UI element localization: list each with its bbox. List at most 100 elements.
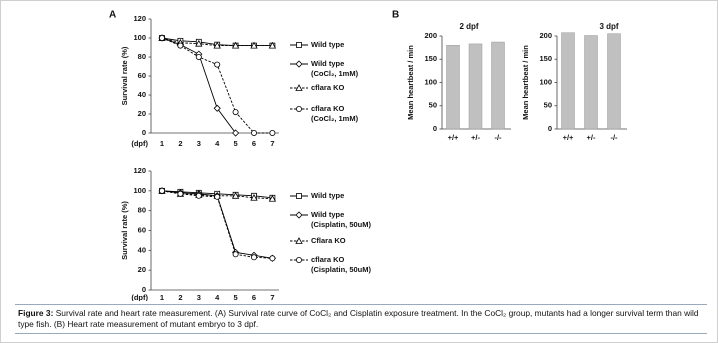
x-tick-label: 7 [270,293,274,301]
marker [268,41,277,49]
x-tick-label: -/- [494,133,502,142]
x-tick-label: 5 [234,293,238,301]
marker [195,39,203,47]
y-tick-label: 100 [133,186,146,195]
legend-label: cflara KO (CoCl₂, 1mM) [311,104,359,123]
marker [250,41,258,49]
x-tick-label: 6 [252,293,256,301]
series-line [161,190,273,259]
y-tick-label: 100 [424,77,437,86]
bar [491,41,505,130]
legend-label: Wild type (CoCl₂, 1mM) [311,59,359,78]
legend-label: Wild type (Cisplatin, 50uM) [311,210,372,229]
x-tick-label: 3 [197,139,201,148]
marker [296,42,302,48]
legend-label: Wild type [311,40,344,49]
marker [295,84,303,91]
x-tick-label: 4 [215,293,220,301]
bar [607,33,621,130]
y-tick-label: 120 [133,166,146,175]
marker [250,254,257,261]
x-tick-label: 1 [160,139,164,148]
x-tick-label: +/+ [448,133,459,142]
marker [232,251,239,258]
series-line [161,190,273,259]
bar [561,32,575,130]
marker [213,41,221,49]
panel-label: B [392,10,399,21]
marker [232,109,239,116]
y-tick-label: 50 [544,101,552,110]
marker [195,192,202,199]
bar [584,35,598,130]
legend-label: Wild type [311,191,344,200]
x-tick-label: 3 [197,293,201,301]
marker [295,211,303,219]
y-tick-label: 200 [539,31,552,40]
y-tick-label: 80 [138,206,146,215]
caption-label: Figure 3: [18,308,54,318]
x-tick-label: 2 [178,139,182,148]
marker [232,129,240,137]
marker [295,256,302,263]
marker [231,41,240,49]
y-tick-label: 40 [138,245,146,254]
marker [231,191,240,199]
legend-label: Cflara KO [311,236,346,245]
marker [295,60,303,68]
y-tick-label: 100 [539,77,552,86]
marker [250,193,258,201]
marker [158,187,165,194]
y-tick-label: 60 [138,225,146,234]
x-tick-label: -/- [610,133,618,142]
y-tick-label: 50 [429,101,437,110]
y-tick-label: 0 [142,128,146,137]
chart-title: 2 dpf [459,22,478,31]
caption: Figure 3: Survival rate and heart rate m… [15,304,707,334]
marker [269,129,276,136]
marker [177,42,184,49]
y-axis-label: Survival rate (%) [120,201,129,260]
y-tick-label: 80 [138,52,146,61]
y-tick-label: 120 [133,14,146,23]
x-tick-label: 2 [178,293,182,301]
marker [295,237,303,244]
marker [268,194,277,202]
marker [177,190,184,197]
panel-label: A [109,10,116,21]
series-line [161,37,273,134]
marker [214,61,221,68]
caption-text: Survival rate and heart rate measurement… [18,308,699,329]
marker [296,193,302,199]
marker [269,255,276,262]
x-tick-label: 1 [160,293,164,301]
x-axis-label: (dpf) [131,139,148,148]
legend-label: cflara KO [311,83,345,92]
y-axis-label: Mean heartbeat / min [521,45,530,120]
legend-label: cflara KO (Cisplatin, 50uM) [311,255,372,274]
y-tick-label: 100 [133,33,146,42]
x-tick-label: 5 [234,139,238,148]
marker [195,54,202,61]
y-tick-label: 200 [424,31,437,40]
marker [158,35,165,42]
x-tick-label: +/- [587,133,596,142]
y-tick-label: 40 [138,90,146,99]
y-axis-label: Survival rate (%) [120,46,129,105]
marker [213,104,221,112]
x-tick-label: 4 [215,139,220,148]
y-tick-label: 20 [138,265,146,274]
x-tick-label: +/+ [563,133,574,142]
y-tick-label: 150 [424,54,437,63]
x-tick-label: 6 [252,139,256,148]
x-tick-label: 7 [270,139,274,148]
y-tick-label: 60 [138,71,146,80]
x-axis-label: (dpf) [131,293,148,301]
y-tick-label: 0 [433,124,437,133]
bar [446,45,460,130]
bar [468,43,483,130]
y-axis-label: Mean heartbeat / min [406,45,415,120]
y-tick-label: 0 [142,285,146,294]
chart-title: 3 dpf [599,22,618,31]
